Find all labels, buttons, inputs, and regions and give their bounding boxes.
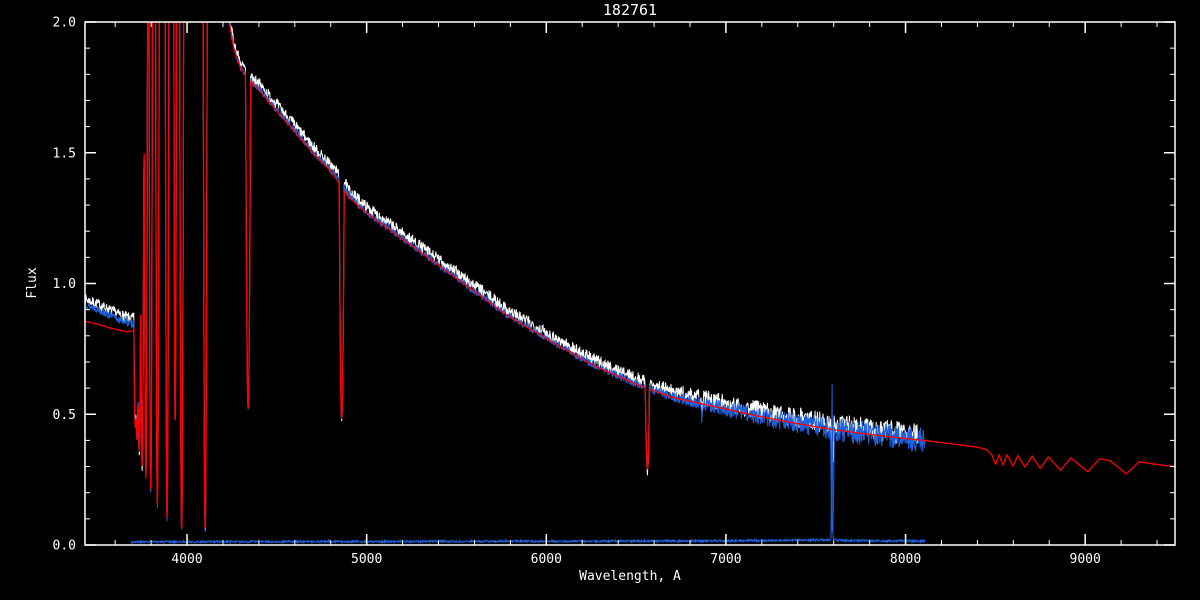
series-layer bbox=[85, 22, 1175, 545]
observed-spectrum-blue bbox=[85, 22, 926, 533]
x-tick-label: 9000 bbox=[1070, 552, 1101, 567]
y-tick-label: 0.5 bbox=[53, 408, 76, 423]
axis-box bbox=[84, 21, 1176, 546]
x-tick-label: 5000 bbox=[351, 552, 382, 567]
x-tick-label: 8000 bbox=[890, 552, 921, 567]
axes-layer: 4000 5000 6000 7000 8000 9000 0.0 0.5 1.0 1.5 2.0 bbox=[53, 16, 1176, 567]
error-spectrum bbox=[130, 384, 926, 545]
observed-spectrum-raw bbox=[85, 22, 919, 531]
x-tick-label: 6000 bbox=[531, 552, 562, 567]
y-axis-label: Flux bbox=[25, 267, 40, 298]
model-spectrum bbox=[85, 22, 1175, 529]
x-tick-label: 4000 bbox=[171, 552, 202, 567]
plot-title: 182761 bbox=[603, 1, 657, 19]
y-tick-label: 1.5 bbox=[53, 146, 76, 161]
x-tick-label: 7000 bbox=[710, 552, 741, 567]
y-tick-label: 2.0 bbox=[53, 16, 76, 31]
y-tick-label: 0.0 bbox=[53, 539, 76, 554]
y-tick-label: 1.0 bbox=[53, 277, 76, 292]
x-axis-label: Wavelength, A bbox=[579, 569, 681, 584]
